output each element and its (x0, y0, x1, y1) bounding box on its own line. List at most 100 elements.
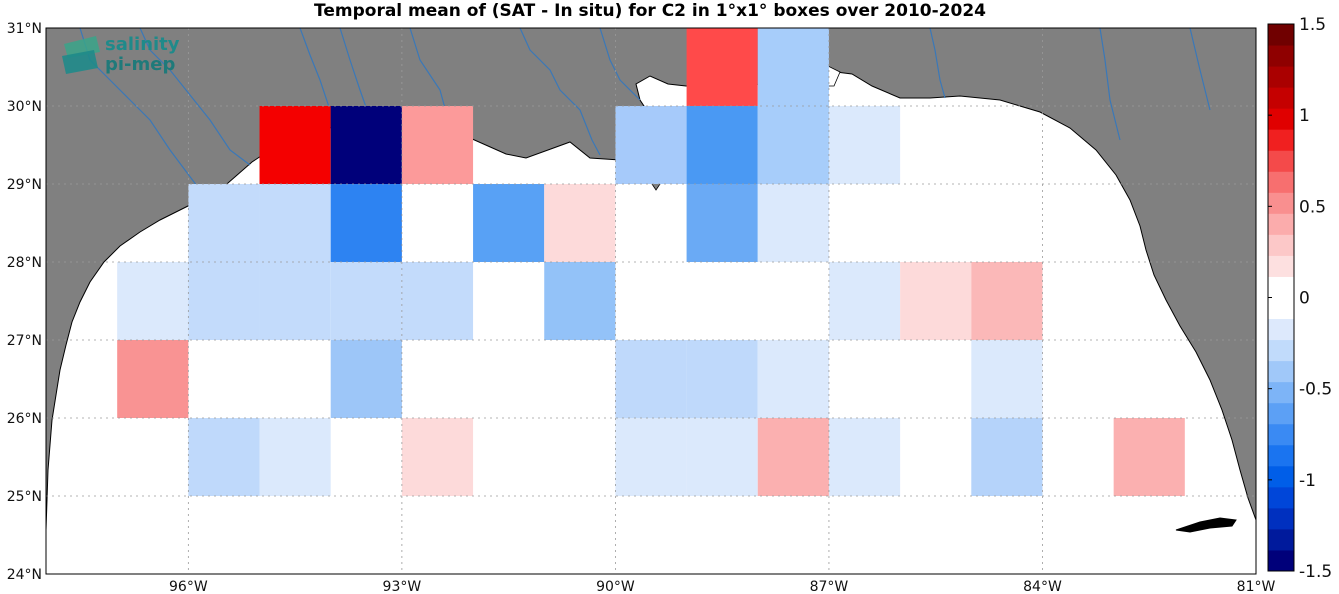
logo-line2: pi-mep (105, 54, 176, 75)
y-tick-label: 27°N (7, 333, 42, 349)
x-tick-label: 93°W (383, 579, 422, 594)
y-tick-label: 28°N (7, 255, 42, 271)
heatmap-cell-21 (544, 262, 616, 340)
x-axis-ticks: 96°W 93°W 90°W 87°W 84°W 81°W (169, 579, 1275, 594)
colorbar-tick-label: 0 (1299, 289, 1310, 309)
colorbar-tick-label: -0.5 (1299, 380, 1332, 400)
heatmap-cell-38 (971, 418, 1043, 496)
heatmap-cell-10 (259, 184, 331, 262)
heatmap-cell-18 (259, 262, 331, 340)
plot-frame (45, 27, 1257, 575)
colorbar-tick-label: -1.5 (1299, 562, 1332, 582)
y-tick-label: 31°N (7, 21, 42, 37)
heatmap-cell-16 (117, 262, 189, 340)
heatmap-cell-7 (757, 106, 829, 184)
salinity-pi-mep-logo: salinity pi-mep (60, 34, 190, 82)
colorbar-step (1268, 66, 1294, 88)
x-tick-label: 87°W (810, 579, 849, 594)
heatmap-cell-2 (401, 106, 474, 184)
heatmap-cell-15 (757, 184, 829, 262)
colorbar-step (1268, 171, 1294, 193)
logo-icon (62, 36, 100, 74)
y-tick-label: 30°N (7, 99, 42, 115)
colorbar-step (1268, 150, 1294, 172)
y-tick-label: 26°N (7, 411, 42, 427)
heatmap-cells (117, 28, 1185, 496)
colorbar-step (1268, 444, 1294, 467)
heatmap-cell-31 (188, 418, 260, 496)
colorbar-step (1268, 423, 1294, 446)
colorbar-step (1268, 507, 1294, 530)
colorbar-tick-label: 0.5 (1299, 197, 1326, 217)
colorbar-step (1268, 129, 1294, 151)
x-tick-label: 90°W (596, 579, 635, 594)
gridlines (46, 28, 1256, 574)
colorbar-tick-label: 1.5 (1299, 15, 1326, 35)
colorbar-step (1268, 87, 1294, 109)
colorbar-step (1268, 549, 1294, 572)
chart-title: Temporal mean of (SAT - In situ) for C2 … (314, 1, 986, 21)
heatmap-cell-30 (971, 340, 1043, 418)
heatmap-cell-12 (473, 184, 545, 262)
heatmap-cell-23 (900, 262, 972, 340)
colorbar-tick-label: 1 (1299, 106, 1310, 126)
heatmap-cell-35 (686, 418, 758, 496)
y-tick-label: 24°N (7, 567, 42, 583)
y-axis-ticks: 24°N 25°N 26°N 27°N 28°N 29°N 30°N 31°N (7, 21, 42, 583)
colorbar-step (1268, 528, 1294, 551)
colorbar-step (1268, 45, 1294, 67)
heatmap-cell-17 (188, 262, 260, 340)
heatmap-cell-6 (757, 28, 829, 106)
colorbar-step (1268, 360, 1294, 383)
heatmap-cell-39 (1113, 418, 1185, 496)
colorbar-step (1268, 297, 1294, 320)
colorbar-step (1268, 465, 1294, 488)
heatmap-cell-13 (544, 184, 616, 262)
x-tick-label: 84°W (1023, 579, 1062, 594)
colorbar-step (1268, 255, 1294, 277)
colorbar-ticks: 1.5 1 0.5 0 -0.5 -1 -1.5 (1268, 15, 1332, 582)
colorbar-step (1268, 402, 1294, 425)
south-florida-islands (1175, 517, 1237, 533)
heatmap-cell-26 (330, 340, 402, 418)
heatmap-cell-4 (686, 106, 758, 184)
y-tick-label: 25°N (7, 489, 42, 505)
heatmap-cell-0 (259, 106, 331, 184)
colorbar-step (1268, 486, 1294, 509)
colorbar-step (1268, 339, 1294, 362)
heatmap-cell-28 (686, 340, 758, 418)
heatmap-cell-34 (615, 418, 687, 496)
heatmap-cell-9 (188, 184, 260, 262)
heatmap-cell-5 (686, 28, 758, 106)
colorbar-step (1268, 318, 1294, 341)
colorbar-step (1268, 213, 1294, 235)
heatmap-cell-22 (828, 262, 901, 340)
heatmap-cell-19 (330, 262, 402, 340)
colorbar-tick-label: -1 (1299, 471, 1316, 491)
colorbar-step (1268, 192, 1294, 214)
heatmap-cell-36 (757, 418, 829, 496)
colorbar-step (1268, 381, 1294, 404)
heatmap-cell-20 (401, 262, 474, 340)
x-tick-label: 96°W (169, 579, 208, 594)
heatmap-cell-27 (615, 340, 687, 418)
heatmap-cell-1 (330, 106, 402, 184)
heatmap-cell-32 (259, 418, 331, 496)
colorbar (1268, 24, 1294, 572)
y-tick-label: 29°N (7, 177, 42, 193)
colorbar-step (1268, 234, 1294, 256)
colorbar-step (1268, 276, 1294, 298)
heatmap-cell-8 (828, 106, 901, 184)
heatmap-cell-14 (686, 184, 758, 262)
heatmap-cell-29 (757, 340, 829, 418)
colorbar-step (1268, 108, 1294, 130)
heatmap-cell-24 (971, 262, 1043, 340)
heatmap-cell-11 (330, 184, 402, 262)
heatmap-cell-25 (117, 340, 189, 418)
heatmap-cell-33 (401, 418, 474, 496)
logo-line1: salinity (105, 34, 180, 55)
x-tick-label: 81°W (1237, 579, 1276, 594)
colorbar-step (1268, 24, 1294, 46)
heatmap-cell-3 (615, 106, 687, 184)
